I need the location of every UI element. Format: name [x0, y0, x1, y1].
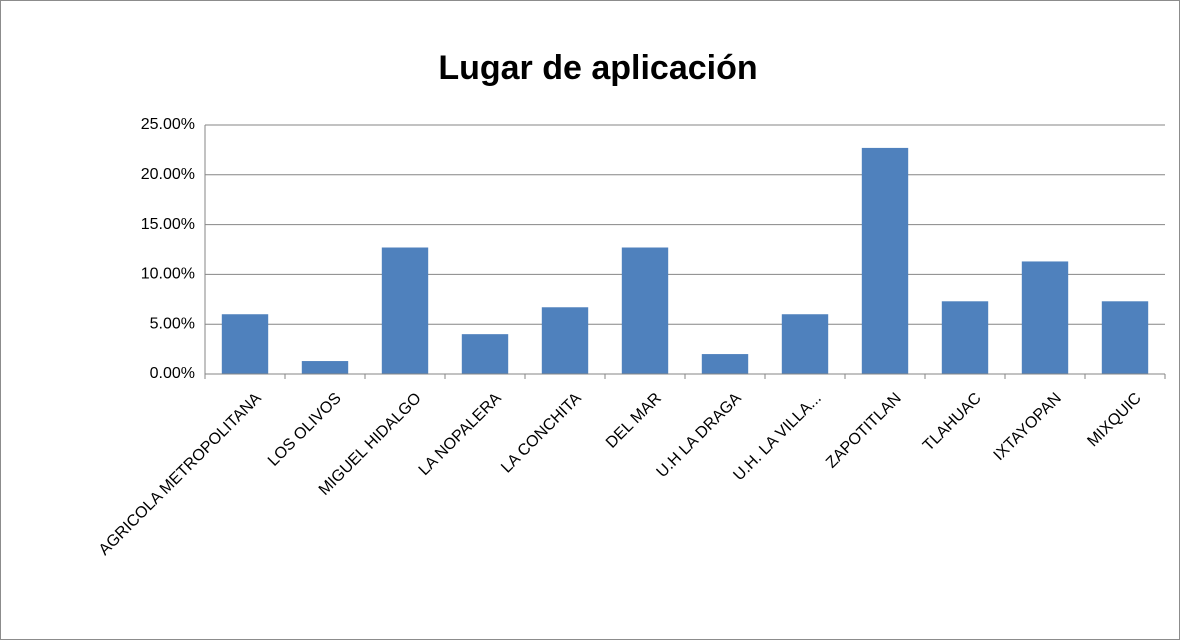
bar — [461, 334, 509, 374]
bar — [1101, 301, 1149, 374]
bar — [301, 361, 349, 374]
bar — [221, 314, 269, 374]
y-tick-label: 10.00% — [141, 266, 195, 283]
bar — [381, 247, 429, 374]
y-tick-label: 0.00% — [150, 365, 195, 382]
y-tick-label: 25.00% — [141, 116, 195, 133]
bar — [1021, 261, 1069, 374]
bar — [781, 314, 829, 374]
chart-title: Lugar de aplicación — [438, 49, 757, 87]
y-tick-label: 20.00% — [141, 166, 195, 183]
bar — [941, 301, 989, 374]
bar — [861, 147, 909, 374]
bar — [541, 307, 589, 374]
y-tick-label: 5.00% — [150, 315, 195, 332]
y-tick-label: 15.00% — [141, 216, 195, 233]
bar — [701, 354, 749, 374]
bar — [621, 247, 669, 374]
